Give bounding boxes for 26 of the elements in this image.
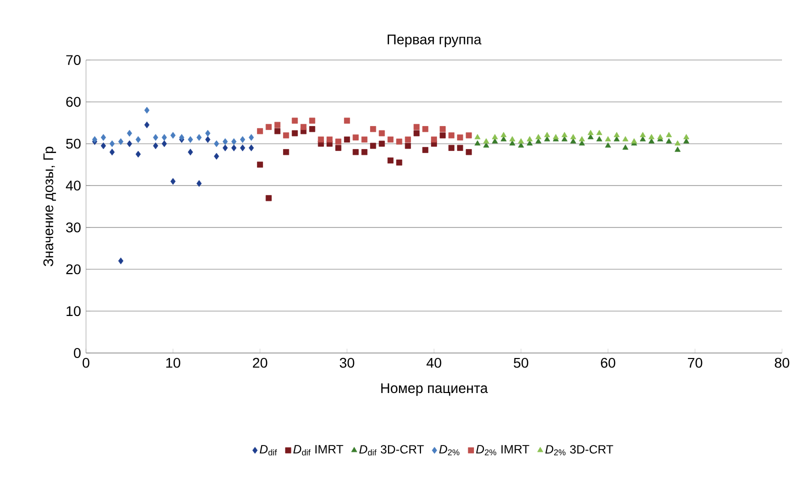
chart-title: Первая группа — [388, 34, 482, 48]
x-tick-label: 60 — [600, 358, 616, 368]
legend-label: D$_{dif}$ 3D-CRT — [359, 445, 424, 456]
y-axis-title: Значение дозы, Гр — [43, 146, 56, 266]
legend-label: D$_{2%}$ IMRT — [476, 445, 530, 456]
x-tick-label: 40 — [426, 358, 442, 368]
y-tick-label: 60 — [66, 96, 81, 107]
x-tick-label: 10 — [166, 358, 180, 368]
x-tick-label: 20 — [252, 358, 268, 368]
x-tick-label: 80 — [774, 358, 790, 368]
legend-label: D$_{dif}$ — [260, 445, 277, 456]
y-tick-label: 70 — [66, 55, 81, 65]
x-tick-label: 50 — [514, 358, 528, 368]
y-tick-label: 20 — [66, 264, 81, 274]
y-tick-label: 10 — [66, 306, 81, 316]
y-tick-label: 0 — [74, 348, 81, 358]
legend-label: D$_{dif}$ IMRT — [293, 445, 344, 456]
legend-label: D$_{2%}$ 3D-CRT — [545, 445, 614, 456]
legend-label: D$_{2%}$ — [439, 445, 460, 456]
y-tick-label: 30 — [66, 222, 81, 232]
y-tick-label: 40 — [66, 180, 81, 191]
x-tick-label: 0 — [82, 358, 90, 368]
y-tick-label: 50 — [66, 138, 81, 149]
x-axis-title: Номер пациента — [381, 383, 488, 396]
x-tick-label: 70 — [688, 358, 702, 368]
x-tick-label: 30 — [340, 358, 354, 368]
